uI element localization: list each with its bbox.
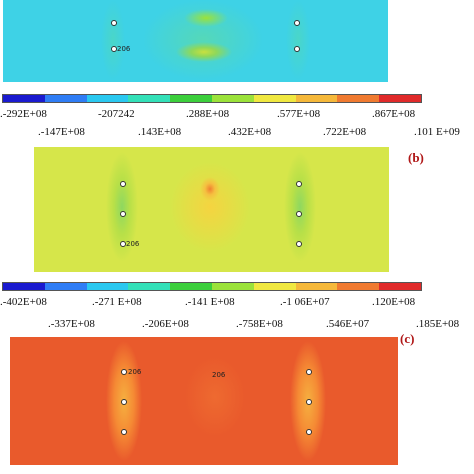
colorbar-tick-label: .-292E+08 [0, 108, 47, 120]
colorbar-tick-label: .143E+08 [138, 126, 182, 138]
colorbar-segment [3, 95, 45, 102]
stress-contour-plate-b: 206 [34, 147, 389, 272]
colorbar-segment [170, 95, 212, 102]
colorbar-tick-label: .-758E+08 [236, 318, 283, 330]
bolt-hole-marker [306, 429, 312, 435]
bolt-hole-marker [121, 399, 127, 405]
bolt-hole-marker [306, 399, 312, 405]
colorbar-tick-label: .-206E+08 [142, 318, 189, 330]
colorbar-segment [86, 95, 129, 102]
colorbar-segment [86, 283, 129, 290]
bolt-hole-marker [296, 211, 302, 217]
colorbar-tick-label: .101 E+09 [414, 126, 460, 138]
colorbar-tick-label: .288E+08 [186, 108, 230, 120]
hole-label: 206 [128, 368, 142, 376]
panel-c: .-337E+08 .-206E+08 .-758E+08 .546E+07 .… [0, 315, 474, 474]
bolt-hole-marker [294, 20, 300, 26]
colorbar-tick-label: .-1 06E+07 [280, 296, 330, 308]
colorbar-segment [337, 283, 380, 290]
bolt-hole-marker [111, 46, 117, 52]
colorbar-tick-label: .185E+08 [416, 318, 460, 330]
hole-label: 206 [212, 371, 226, 379]
colorbar-tick-label: .432E+08 [228, 126, 272, 138]
colorbar-tick-label: .120E+08 [372, 296, 416, 308]
bolt-hole-marker [120, 211, 126, 217]
colorbar-tick-label: .-141 E+08 [185, 296, 235, 308]
colorbar-tick-label: .577E+08 [277, 108, 321, 120]
panel-a: 206 .-292E+08 -207242 .288E+08 .577E+08 … [0, 0, 474, 140]
bolt-hole-marker [121, 429, 127, 435]
bolt-hole-marker [120, 181, 126, 187]
bolt-hole-marker [296, 181, 302, 187]
bolt-hole-marker [120, 241, 126, 247]
colorbar-segment [44, 283, 87, 290]
panel-b: 206 (b) .-402E+08 .-271 E+08 .-141 E+08 … [0, 140, 474, 315]
colorbar-tick-label: .546E+07 [326, 318, 370, 330]
colorbar-segment [3, 283, 45, 290]
colorbar-segment [295, 283, 338, 290]
colorbar-segment [128, 95, 171, 102]
bolt-hole-marker [306, 369, 312, 375]
bolt-hole-marker [296, 241, 302, 247]
colorbar-segment [170, 283, 212, 290]
colorbar-tick-label: .-337E+08 [48, 318, 95, 330]
stress-contour-plate-a: 206 [3, 0, 388, 82]
hole-label: 206 [126, 240, 140, 248]
colorbar-tick-label: .867E+08 [372, 108, 416, 120]
colorbar-b [2, 282, 422, 291]
bolt-hole-marker [111, 20, 117, 26]
colorbar-tick-label: .722E+08 [323, 126, 367, 138]
colorbar-segment [379, 95, 421, 102]
bolt-hole-marker [121, 369, 127, 375]
colorbar-segment [253, 283, 296, 290]
colorbar-tick-label: .-402E+08 [0, 296, 47, 308]
colorbar-tick-label: .-147E+08 [38, 126, 85, 138]
colorbar-segment [295, 95, 338, 102]
panel-label-c: (c) [400, 331, 415, 346]
colorbar-segment [253, 95, 296, 102]
colorbar-segment [379, 283, 421, 290]
bolt-hole-marker [294, 46, 300, 52]
colorbar-segment [211, 283, 254, 290]
panel-label-b: (b) [408, 150, 424, 165]
colorbar-segment [211, 95, 254, 102]
hole-label: 206 [117, 45, 131, 53]
stress-contour-plate-c: 206 206 [10, 337, 398, 465]
colorbar-segment [128, 283, 171, 290]
colorbar-tick-label: -207242 [98, 108, 135, 120]
colorbar-a [2, 94, 422, 103]
colorbar-segment [44, 95, 87, 102]
colorbar-segment [337, 95, 380, 102]
colorbar-tick-label: .-271 E+08 [92, 296, 142, 308]
